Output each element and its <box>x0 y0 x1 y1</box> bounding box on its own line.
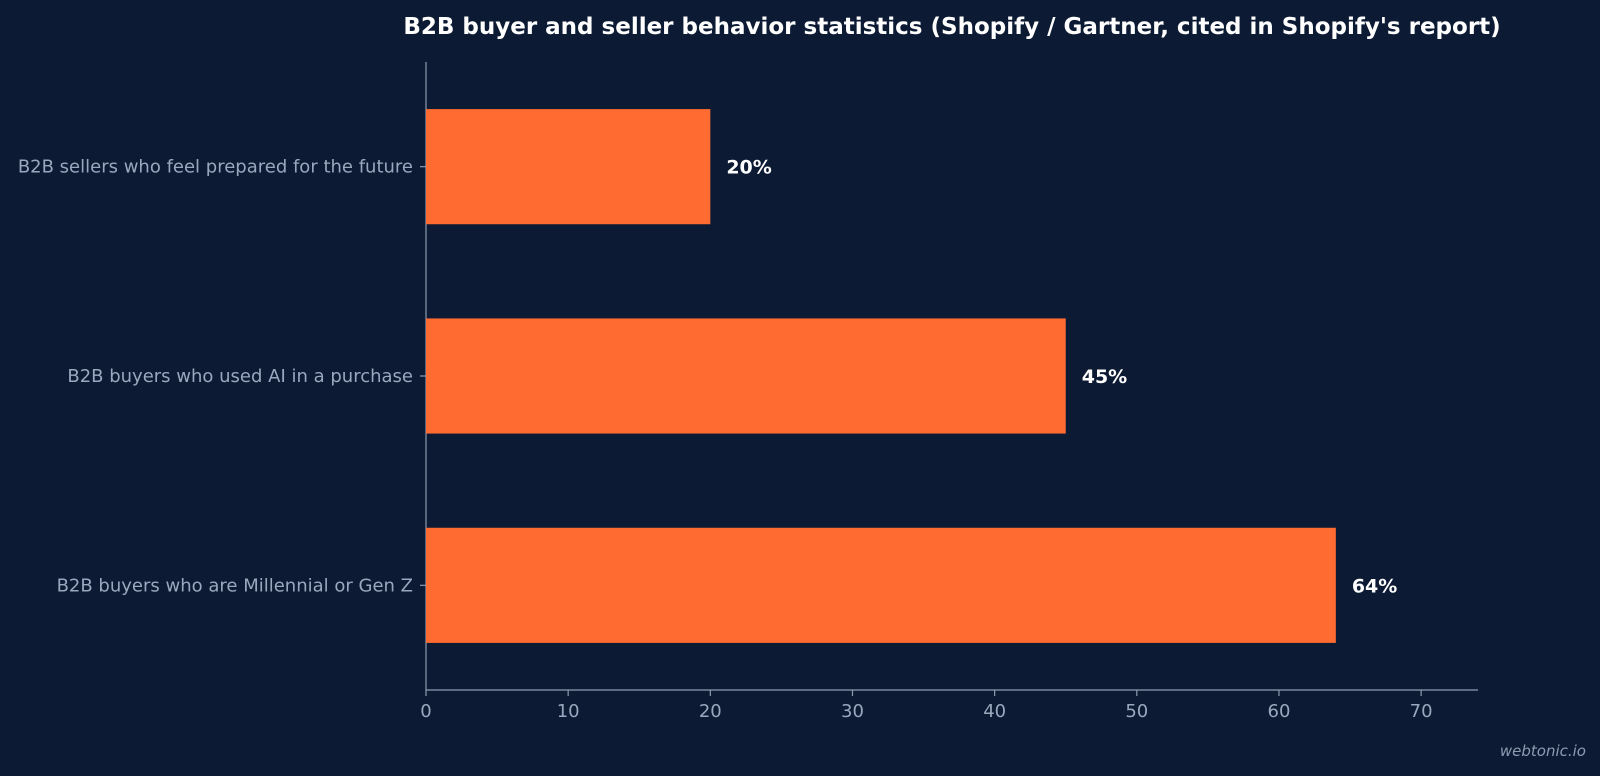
x-tick-label: 10 <box>557 701 580 722</box>
bar-value-label: 45% <box>1082 366 1127 388</box>
x-tick-label: 0 <box>420 701 431 722</box>
x-tick-label: 70 <box>1410 701 1433 722</box>
x-ticks-layer: 0 10 20 30 40 50 60 70 <box>420 690 1433 722</box>
category-label: B2B buyers who are Millennial or Gen Z <box>57 575 413 596</box>
x-tick-label: 50 <box>1125 701 1148 722</box>
watermark: webtonic.io <box>1499 742 1586 760</box>
bar <box>426 318 1066 434</box>
category-label: B2B buyers who used AI in a purchase <box>67 366 413 387</box>
bar-value-label: 64% <box>1352 575 1397 597</box>
category-label: B2B sellers who feel prepared for the fu… <box>18 157 413 178</box>
bar <box>426 527 1336 643</box>
chart-title: B2B buyer and seller behavior statistics… <box>403 14 1500 40</box>
x-tick-label: 20 <box>699 701 722 722</box>
x-tick-label: 40 <box>983 701 1006 722</box>
bar <box>426 109 711 225</box>
bars-layer: 20% B2B sellers who feel prepared for the… <box>18 109 1397 643</box>
bar-value-label: 20% <box>726 157 771 179</box>
x-tick-label: 30 <box>841 701 864 722</box>
x-tick-label: 60 <box>1268 701 1291 722</box>
